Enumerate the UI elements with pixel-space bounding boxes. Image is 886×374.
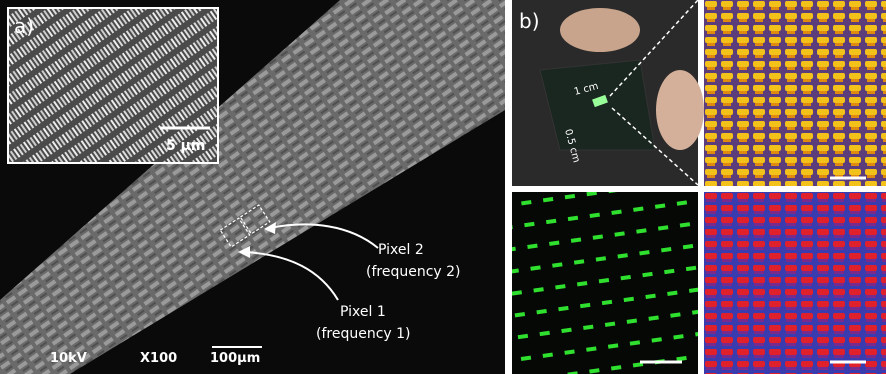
finger bbox=[656, 70, 704, 150]
annotation-title: Pixel 2 bbox=[378, 242, 424, 258]
scale-label: 100µm bbox=[210, 351, 260, 366]
annotation-title: Pixel 1 bbox=[340, 304, 386, 320]
color-image bbox=[512, 192, 698, 374]
panel-b: 1 cm 0.5 cm b) bbox=[512, 0, 886, 374]
voltage: 10kV bbox=[50, 351, 87, 366]
figure: a) 5 µm Pixel 2 (frequency 2) Pixel 1 (f… bbox=[0, 0, 886, 374]
panel-a: a) 5 µm Pixel 2 (frequency 2) Pixel 1 (f… bbox=[0, 0, 505, 374]
annotation-subtitle: (frequency 2) bbox=[366, 264, 461, 280]
panel-label: b) bbox=[519, 9, 540, 33]
color-image bbox=[704, 0, 886, 186]
color-image bbox=[704, 192, 886, 374]
annotation-subtitle: (frequency 1) bbox=[316, 326, 411, 342]
scale-label: 5 µm bbox=[166, 138, 206, 154]
magnification: X100 bbox=[140, 351, 177, 366]
panel-label: a) bbox=[14, 14, 34, 38]
finger bbox=[560, 8, 640, 52]
